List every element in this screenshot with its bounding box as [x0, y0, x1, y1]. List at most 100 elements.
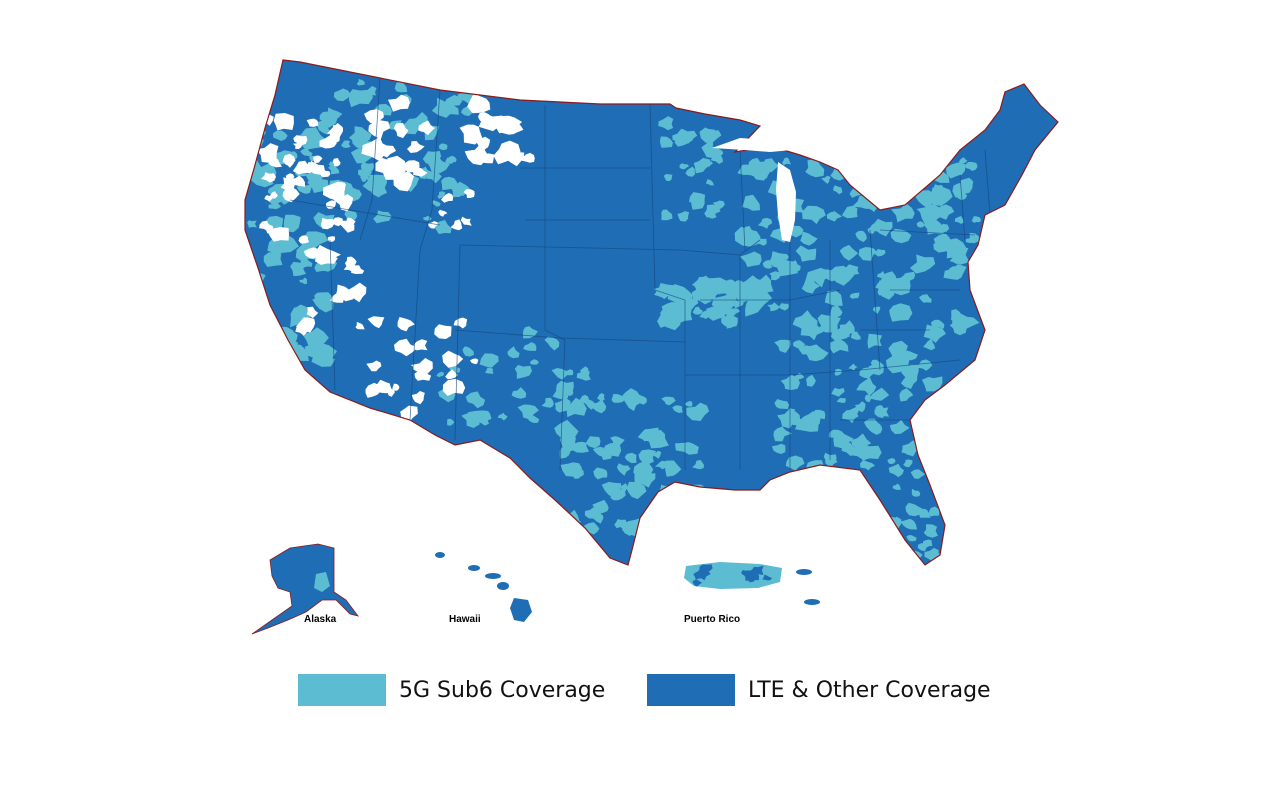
- state-border-line: [559, 339, 566, 471]
- sub6-patch: [616, 463, 631, 476]
- sub6-patch: [272, 130, 288, 141]
- sub6-patch: [881, 150, 900, 170]
- no-coverage-patch: [442, 378, 466, 396]
- sub6-patch: [560, 462, 583, 477]
- sub6-patch: [951, 309, 962, 321]
- sub6-patch: [431, 200, 441, 207]
- no-coverage-patch: [393, 122, 409, 139]
- sub6-patch: [805, 267, 833, 288]
- sub6-patch: [362, 174, 388, 193]
- sub6-patch: [958, 157, 968, 164]
- no-coverage-patch: [269, 191, 278, 199]
- sub6-patch: [578, 394, 589, 404]
- sub6-patch: [749, 274, 774, 296]
- sub6-patch: [699, 127, 722, 143]
- no-coverage-patch: [306, 306, 319, 319]
- sub6-patch: [251, 118, 266, 132]
- no-coverage-patch: [478, 112, 503, 132]
- sub6-patch: [746, 161, 769, 179]
- sub6-patch: [551, 518, 577, 535]
- sub6-patch: [328, 164, 340, 175]
- sub6-patch: [775, 258, 798, 277]
- sub6-patch: [661, 396, 676, 406]
- sub6-patch: [741, 194, 760, 211]
- sub6-patch: [923, 324, 946, 343]
- no-coverage-patch: [434, 324, 452, 339]
- sub6-patch: [667, 284, 693, 308]
- sub6-patch: [697, 275, 711, 292]
- sub6-patch: [801, 278, 821, 294]
- sub6-patch: [899, 388, 914, 402]
- sub6-patch: [806, 374, 816, 387]
- sub6-patch: [597, 393, 605, 402]
- no-coverage-patch: [303, 247, 320, 259]
- state-border-line: [409, 249, 421, 421]
- sub6-patch: [319, 299, 330, 307]
- sub6-patch: [462, 346, 474, 357]
- sub6-patch: [800, 319, 809, 326]
- sub6-patch: [590, 399, 607, 414]
- legend-item-lte: LTE & Other Coverage: [647, 673, 991, 707]
- sub6-patch: [551, 368, 571, 380]
- no-coverage-patch: [418, 120, 435, 136]
- sub6-patch: [352, 134, 369, 150]
- no-coverage-patch: [467, 93, 491, 114]
- sub6-patch: [304, 343, 337, 361]
- sub6-patch: [312, 333, 325, 342]
- sub6-patch: [685, 166, 696, 177]
- sub6-patch: [782, 157, 792, 166]
- sub6-patch: [254, 367, 280, 390]
- sub6-patch: [593, 467, 608, 480]
- sub6-patch: [706, 306, 725, 319]
- sub6-patch: [906, 535, 917, 542]
- sub6-patch: [773, 426, 792, 442]
- sub6-patch: [599, 451, 612, 460]
- state-border-line: [289, 199, 441, 226]
- sub6-patch: [646, 512, 667, 526]
- no-coverage-patch: [280, 177, 295, 192]
- sub6-patch: [894, 540, 904, 548]
- sub6-patch: [497, 412, 508, 421]
- puerto-rico-label: Puerto Rico: [684, 614, 741, 625]
- sub6-patch: [809, 411, 824, 421]
- sub6-patch: [869, 187, 889, 203]
- sub6-patch: [658, 116, 674, 131]
- state-border-line: [329, 239, 336, 391]
- sub6-patch: [458, 81, 470, 90]
- sub6-patch: [859, 167, 882, 189]
- no-coverage-patch: [428, 221, 438, 229]
- sub6-patch: [912, 149, 937, 169]
- state-border-line: [454, 329, 686, 343]
- no-coverage-patch: [493, 140, 521, 165]
- sub6-patch: [601, 481, 622, 499]
- sub6-patch: [740, 251, 762, 268]
- sub6-patch: [774, 339, 791, 353]
- no-coverage-areas: [255, 93, 535, 423]
- sub6-patch: [245, 362, 251, 373]
- sub6-patch: [920, 207, 942, 226]
- no-coverage-patch: [470, 358, 479, 365]
- sub6-patch: [891, 203, 915, 223]
- sub6-patch: [802, 205, 826, 225]
- sub6-patch: [661, 302, 681, 318]
- sub6-patch: [719, 282, 743, 301]
- sub6-patch: [254, 306, 268, 317]
- no-coverage-patch: [320, 217, 335, 230]
- no-coverage-patch: [306, 118, 319, 127]
- no-coverage-patch: [412, 339, 428, 351]
- alaska-label: Alaska: [304, 614, 337, 625]
- legend-label-sub6: 5G Sub6 Coverage: [399, 677, 606, 703]
- no-coverage-patch: [442, 350, 464, 368]
- sub6-patch: [447, 155, 457, 164]
- no-coverage-patch: [368, 120, 391, 140]
- no-coverage-patch: [521, 152, 535, 163]
- sub6-patch: [795, 245, 817, 262]
- no-coverage-patch: [332, 217, 344, 227]
- sub6-patch: [507, 346, 520, 359]
- sub6-patch: [757, 217, 773, 229]
- sub6-patch: [692, 306, 703, 315]
- no-coverage-patch: [293, 135, 308, 146]
- sub6-patch: [855, 230, 867, 243]
- no-coverage-patch: [332, 124, 343, 138]
- sub6-patch: [921, 376, 943, 392]
